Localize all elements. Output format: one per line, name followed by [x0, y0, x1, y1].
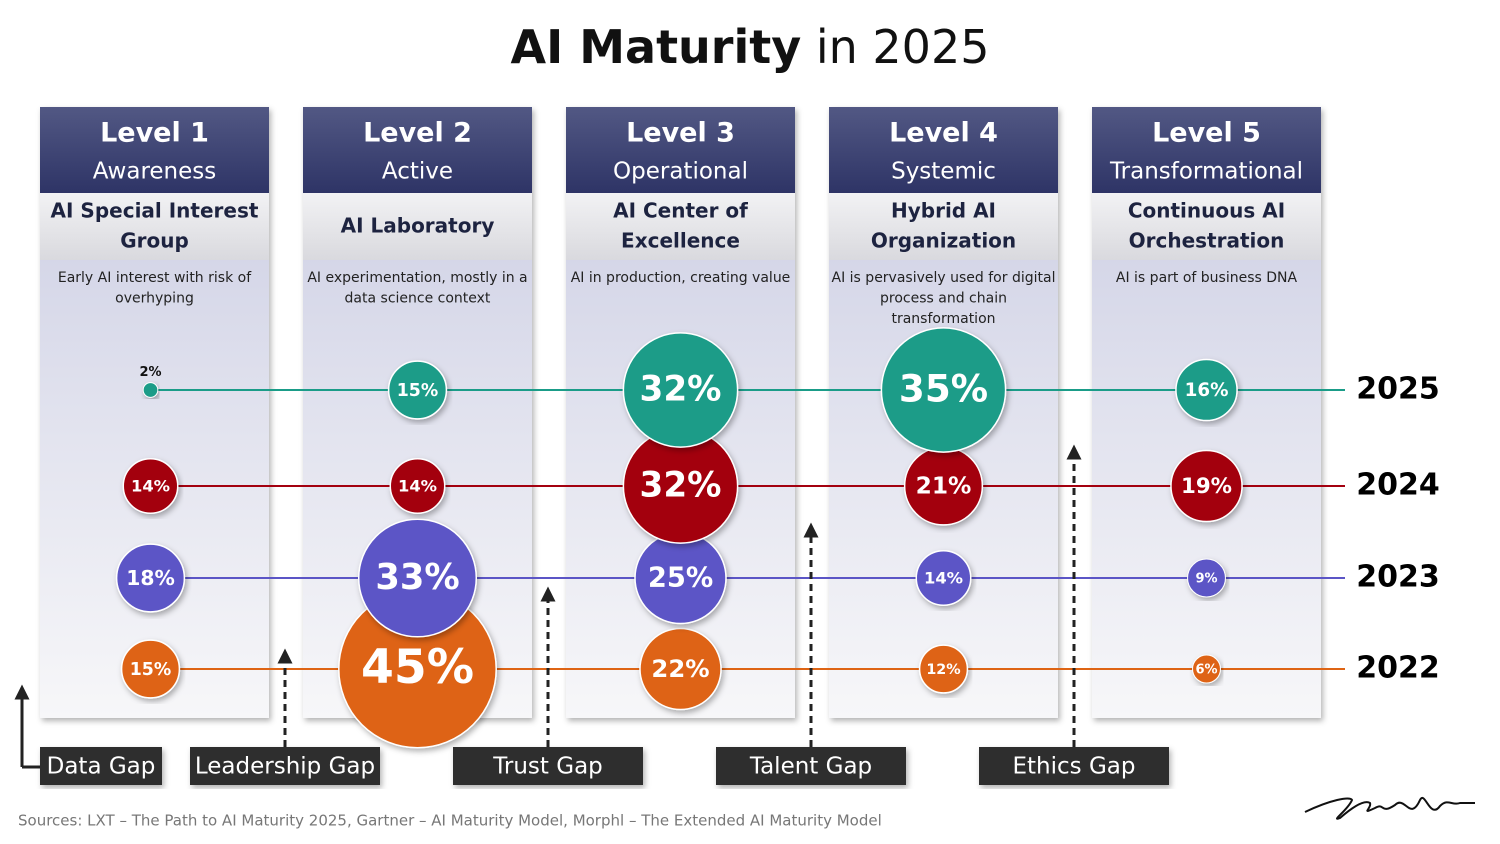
data-label: 6%: [1195, 663, 1217, 678]
description: data science context: [345, 291, 491, 307]
level-label: Level 5: [1152, 118, 1261, 149]
model-label: AI Special Interest: [51, 199, 259, 223]
data-label: 35%: [899, 367, 988, 411]
title-bold: AI Maturity: [511, 20, 802, 74]
description: process and chain: [880, 291, 1007, 307]
data-label: 32%: [639, 370, 721, 410]
model-label: Organization: [871, 229, 1016, 253]
column-header: [566, 107, 795, 193]
data-label: 2%: [139, 365, 161, 380]
bubble: [1187, 558, 1226, 598]
description: AI is pervasively used for digital: [832, 270, 1056, 286]
column-model: [40, 193, 269, 260]
gap-box: [190, 747, 380, 785]
bubble: [918, 644, 969, 694]
gap-label: Data Gap: [47, 754, 156, 780]
description: AI is part of business DNA: [1116, 270, 1298, 286]
gap-box: [979, 747, 1169, 785]
description: transformation: [891, 311, 995, 327]
chart-title: AI Maturity in 2025: [511, 20, 990, 74]
data-label: 15%: [397, 381, 438, 401]
column-header: [303, 107, 532, 193]
gap-label: Trust Gap: [492, 754, 603, 780]
bubble: [915, 550, 972, 606]
stage-label: Systemic: [891, 159, 996, 185]
data-label: 19%: [1181, 474, 1232, 499]
gap-box: [453, 747, 643, 785]
gap-label: Talent Gap: [749, 754, 872, 780]
stage-label: Active: [382, 159, 453, 185]
column-model: [303, 193, 532, 260]
data-label: 14%: [924, 569, 963, 588]
bubbles: 15% 45% 22% 12% 6% 18% 33% 25% 14% 9% 14% 14% 32% 21%…: [115, 327, 1243, 749]
bubble: [357, 518, 478, 638]
data-label: 12%: [926, 662, 960, 678]
column-model: [829, 193, 1058, 260]
column-header: [40, 107, 269, 193]
bubble: [387, 360, 448, 420]
level-label: Level 2: [363, 118, 472, 149]
data-label: 33%: [375, 557, 459, 598]
data-label: 25%: [648, 563, 713, 594]
data-label: 16%: [1185, 380, 1229, 401]
bubble: [389, 458, 446, 514]
title-rest: in 2025: [816, 20, 990, 74]
gap-box: [716, 747, 906, 785]
model-label: Hybrid AI: [891, 199, 996, 223]
gap-box: [40, 747, 162, 785]
series-label: 2025: [1356, 372, 1440, 407]
data-label: 14%: [131, 477, 170, 496]
data-label: 14%: [398, 477, 437, 496]
level-label: Level 3: [626, 118, 735, 149]
gaps: Data Gap Leadership Gap Trust Gap Talent Ga…: [40, 747, 1169, 785]
data-label: 45%: [361, 640, 474, 695]
model-label: Orchestration: [1129, 229, 1285, 253]
stage-label: Operational: [613, 159, 748, 185]
column-header: [1092, 107, 1321, 193]
description: AI experimentation, mostly in a: [307, 270, 527, 286]
bubble: [1175, 358, 1238, 422]
bubble: [622, 332, 739, 448]
stage-label: Awareness: [93, 159, 217, 185]
column-model: [566, 193, 795, 260]
series-label: 2024: [1356, 468, 1440, 503]
data-label: 15%: [130, 660, 171, 680]
bubble: [120, 639, 181, 699]
data-label: 22%: [651, 654, 709, 683]
bubble: [639, 627, 722, 711]
model-label: AI Center of: [613, 199, 748, 223]
bubble: [880, 327, 1007, 453]
series-label: 2023: [1356, 560, 1440, 595]
model-label: Group: [120, 229, 189, 253]
level-label: Level 1: [100, 118, 209, 149]
description: AI in production, creating value: [571, 270, 791, 286]
data-label: 9%: [1195, 572, 1217, 587]
source: Sources: LXT – The Path to AI Maturity 2…: [18, 812, 882, 830]
bubble: [122, 458, 179, 514]
data-label: 21%: [916, 473, 972, 500]
gap-arrows: [14, 444, 1082, 769]
bubble: [142, 382, 159, 398]
signature: [1304, 796, 1475, 820]
bubble: [1192, 654, 1221, 684]
description: overhyping: [115, 291, 194, 307]
model-label: AI Laboratory: [341, 214, 495, 238]
data-label: 32%: [639, 466, 721, 506]
bubble: [1170, 449, 1243, 523]
series-label: 2022: [1356, 651, 1440, 686]
column-header: [829, 107, 1058, 193]
description: Early AI interest with risk of: [58, 270, 252, 286]
model-label: Continuous AI: [1128, 199, 1285, 223]
column-model: [1092, 193, 1321, 260]
data-label: 18%: [126, 566, 175, 590]
level-label: Level 4: [889, 118, 998, 149]
stage-label: Transformational: [1109, 159, 1303, 185]
model-label: Excellence: [621, 229, 740, 253]
bubble: [115, 543, 186, 613]
gap-label: Leadership Gap: [195, 754, 375, 780]
gap-label: Ethics Gap: [1013, 754, 1136, 780]
